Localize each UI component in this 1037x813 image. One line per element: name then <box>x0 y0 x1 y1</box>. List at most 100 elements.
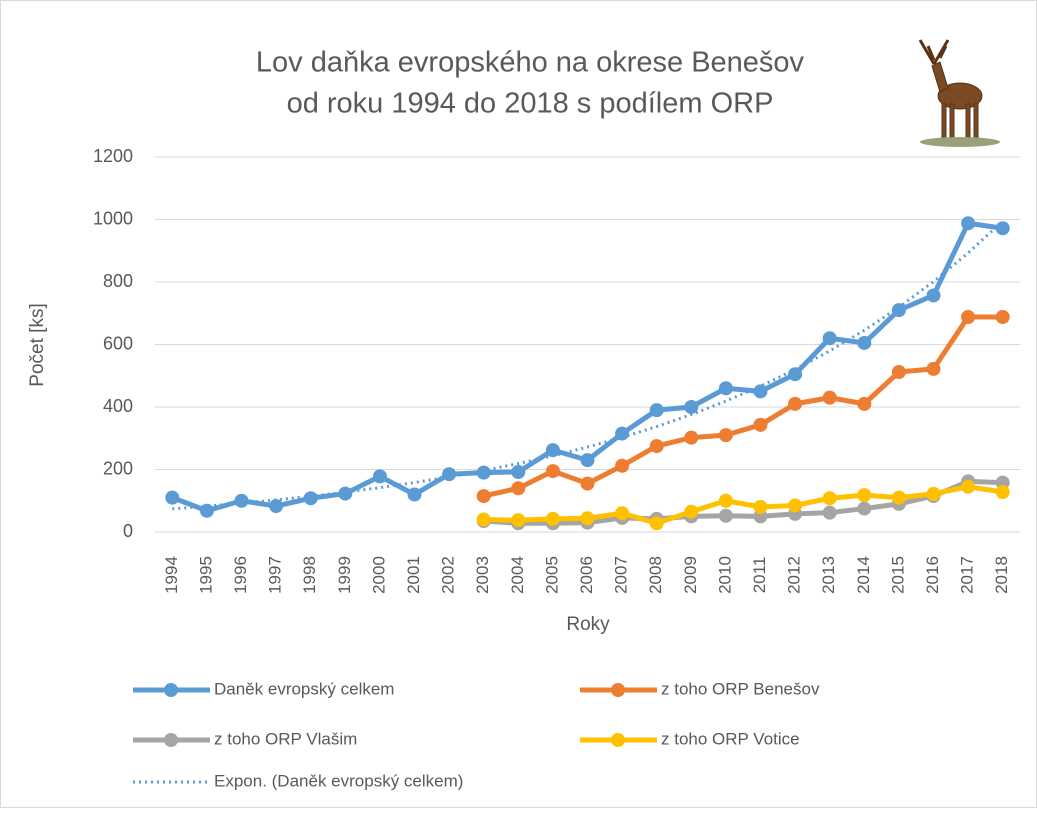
data-point <box>822 505 837 520</box>
x-tick-label: 1999 <box>335 556 354 594</box>
y-tick-label: 200 <box>103 458 133 478</box>
data-point <box>165 490 180 505</box>
data-point <box>995 221 1010 236</box>
y-tick-label: 1200 <box>93 146 133 166</box>
legend-marker <box>611 733 625 747</box>
x-tick-label: 2015 <box>888 556 907 594</box>
data-point <box>718 381 733 396</box>
data-point <box>995 310 1010 324</box>
legend-label: z toho ORP Votice <box>661 729 800 748</box>
legend-marker <box>611 683 625 697</box>
data-point <box>545 443 560 458</box>
x-tick-label: 2014 <box>854 556 873 594</box>
data-point <box>891 303 906 318</box>
x-tick-label: 2002 <box>439 556 458 594</box>
legend-label: Expon. (Daněk evropský celkem) <box>214 771 463 790</box>
data-point <box>580 511 595 526</box>
legend-marker <box>164 733 178 747</box>
data-point <box>857 488 872 503</box>
x-tick-label: 1998 <box>300 556 319 594</box>
data-point <box>961 216 976 231</box>
legend-label: Daněk evropský celkem <box>214 679 394 698</box>
data-point <box>580 453 595 468</box>
data-point <box>545 511 560 526</box>
data-point <box>788 396 803 411</box>
data-point <box>788 367 803 382</box>
data-point <box>961 479 976 494</box>
data-point <box>891 490 906 505</box>
data-point <box>476 465 491 480</box>
x-tick-label: 2006 <box>577 556 596 594</box>
data-point <box>442 467 457 482</box>
x-tick-label: 2001 <box>404 556 423 594</box>
chart-title: od roku 1994 do 2018 s podílem ORP <box>287 88 774 120</box>
series-line <box>483 314 1003 499</box>
y-tick-label: 400 <box>103 396 133 416</box>
x-tick-label: 2018 <box>992 556 1011 594</box>
x-tick-label: 2009 <box>681 556 700 594</box>
legend-marker <box>164 683 178 697</box>
data-point <box>234 493 249 508</box>
data-point <box>857 501 872 516</box>
y-tick-label: 1000 <box>93 208 133 228</box>
x-tick-label: 1995 <box>196 556 215 594</box>
x-tick-label: 2004 <box>508 556 527 594</box>
data-point <box>338 486 353 501</box>
series-line <box>483 484 1004 526</box>
data-point <box>718 493 733 508</box>
data-point <box>822 491 837 506</box>
legend-label: z toho ORP Vlašim <box>214 729 357 748</box>
x-tick-label: 2003 <box>473 556 492 594</box>
deer-icon <box>918 39 1000 147</box>
data-point <box>372 469 387 484</box>
x-tick-label: 2011 <box>750 557 769 594</box>
series-line <box>483 478 1003 526</box>
data-point <box>926 361 941 376</box>
chart-title: Lov daňka evropského na okrese Benešov <box>256 47 805 79</box>
data-point <box>649 516 664 531</box>
x-tick-label: 2005 <box>542 556 561 594</box>
x-tick-label: 2017 <box>958 556 977 594</box>
data-point <box>615 458 630 473</box>
x-tick-label: 2010 <box>715 556 734 594</box>
y-tick-label: 600 <box>103 333 133 353</box>
data-point <box>511 481 526 496</box>
data-point <box>926 486 941 501</box>
data-point <box>857 335 872 350</box>
data-point <box>718 508 733 523</box>
data-point <box>476 512 491 527</box>
x-tick-label: 2007 <box>612 556 631 594</box>
data-point <box>822 390 837 405</box>
data-point <box>649 403 664 418</box>
data-point <box>545 464 560 479</box>
data-point <box>303 491 318 506</box>
x-tick-label: 1996 <box>231 556 250 594</box>
data-point <box>753 500 768 514</box>
x-axis-label: Roky <box>566 614 610 635</box>
y-tick-label: 0 <box>123 521 133 541</box>
data-point <box>580 476 595 491</box>
data-point <box>926 288 941 303</box>
data-point <box>684 400 699 414</box>
data-point <box>199 503 214 518</box>
data-point <box>476 489 491 504</box>
data-point <box>407 487 422 502</box>
y-tick-label: 800 <box>103 271 133 291</box>
data-point <box>995 485 1010 499</box>
data-point <box>684 504 699 519</box>
data-point <box>961 310 976 324</box>
data-point <box>649 439 664 454</box>
x-tick-label: 2013 <box>819 556 838 594</box>
x-tick-label: 1994 <box>162 556 181 594</box>
x-tick-label: 2012 <box>785 556 804 594</box>
data-point <box>753 417 768 432</box>
data-point <box>511 465 526 479</box>
y-axis-label: Počet [ks] <box>27 303 48 386</box>
data-point <box>615 506 630 521</box>
x-tick-label: 2008 <box>646 556 665 594</box>
data-point <box>822 331 837 346</box>
data-point <box>753 384 768 399</box>
data-point <box>891 365 906 379</box>
